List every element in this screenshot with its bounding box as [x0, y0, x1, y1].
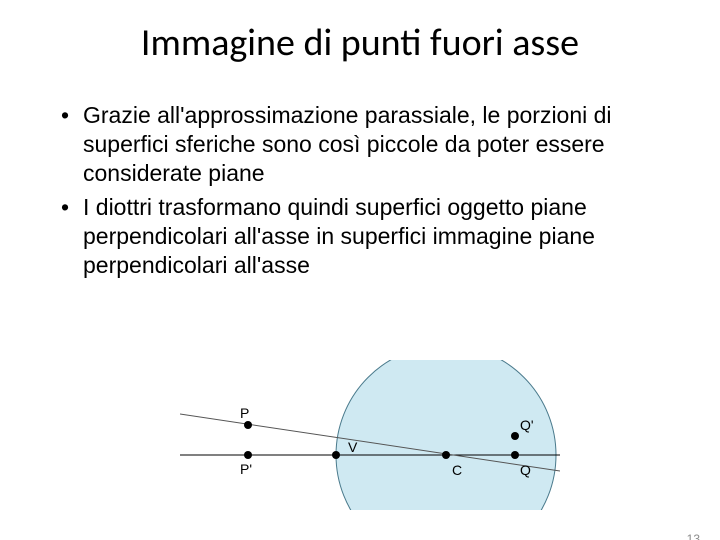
label-V: V — [348, 439, 358, 455]
point-V — [332, 451, 340, 459]
lens-surface — [336, 360, 556, 510]
page-number: 13 — [687, 532, 700, 540]
point-C — [442, 451, 450, 459]
bullet-2-a: I diottri trasformano quindi — [83, 194, 355, 220]
label-Pp: P' — [240, 461, 252, 477]
bullet-1-text: Grazie all'approssimazione parassiale, l… — [83, 102, 612, 186]
bullet-list: Grazie all'approssimazione parassiale, l… — [55, 101, 665, 280]
label-Qp: Q' — [520, 417, 534, 433]
label-Q: Q — [520, 462, 531, 478]
point-Q — [511, 451, 519, 459]
point-Pp — [244, 451, 252, 459]
bullet-2: I diottri trasformano quindi superfici o… — [55, 193, 665, 279]
optics-diagram: P P' V C Q Q' — [180, 360, 560, 510]
point-P — [244, 421, 252, 429]
label-P: P — [240, 405, 249, 421]
bullet-1: Grazie all'approssimazione parassiale, l… — [55, 101, 665, 187]
point-Qp — [511, 432, 519, 440]
slide-title: Immagine di punti fuori asse — [0, 20, 720, 66]
label-C: C — [452, 462, 462, 478]
bullet-2-c: in — [310, 223, 341, 249]
